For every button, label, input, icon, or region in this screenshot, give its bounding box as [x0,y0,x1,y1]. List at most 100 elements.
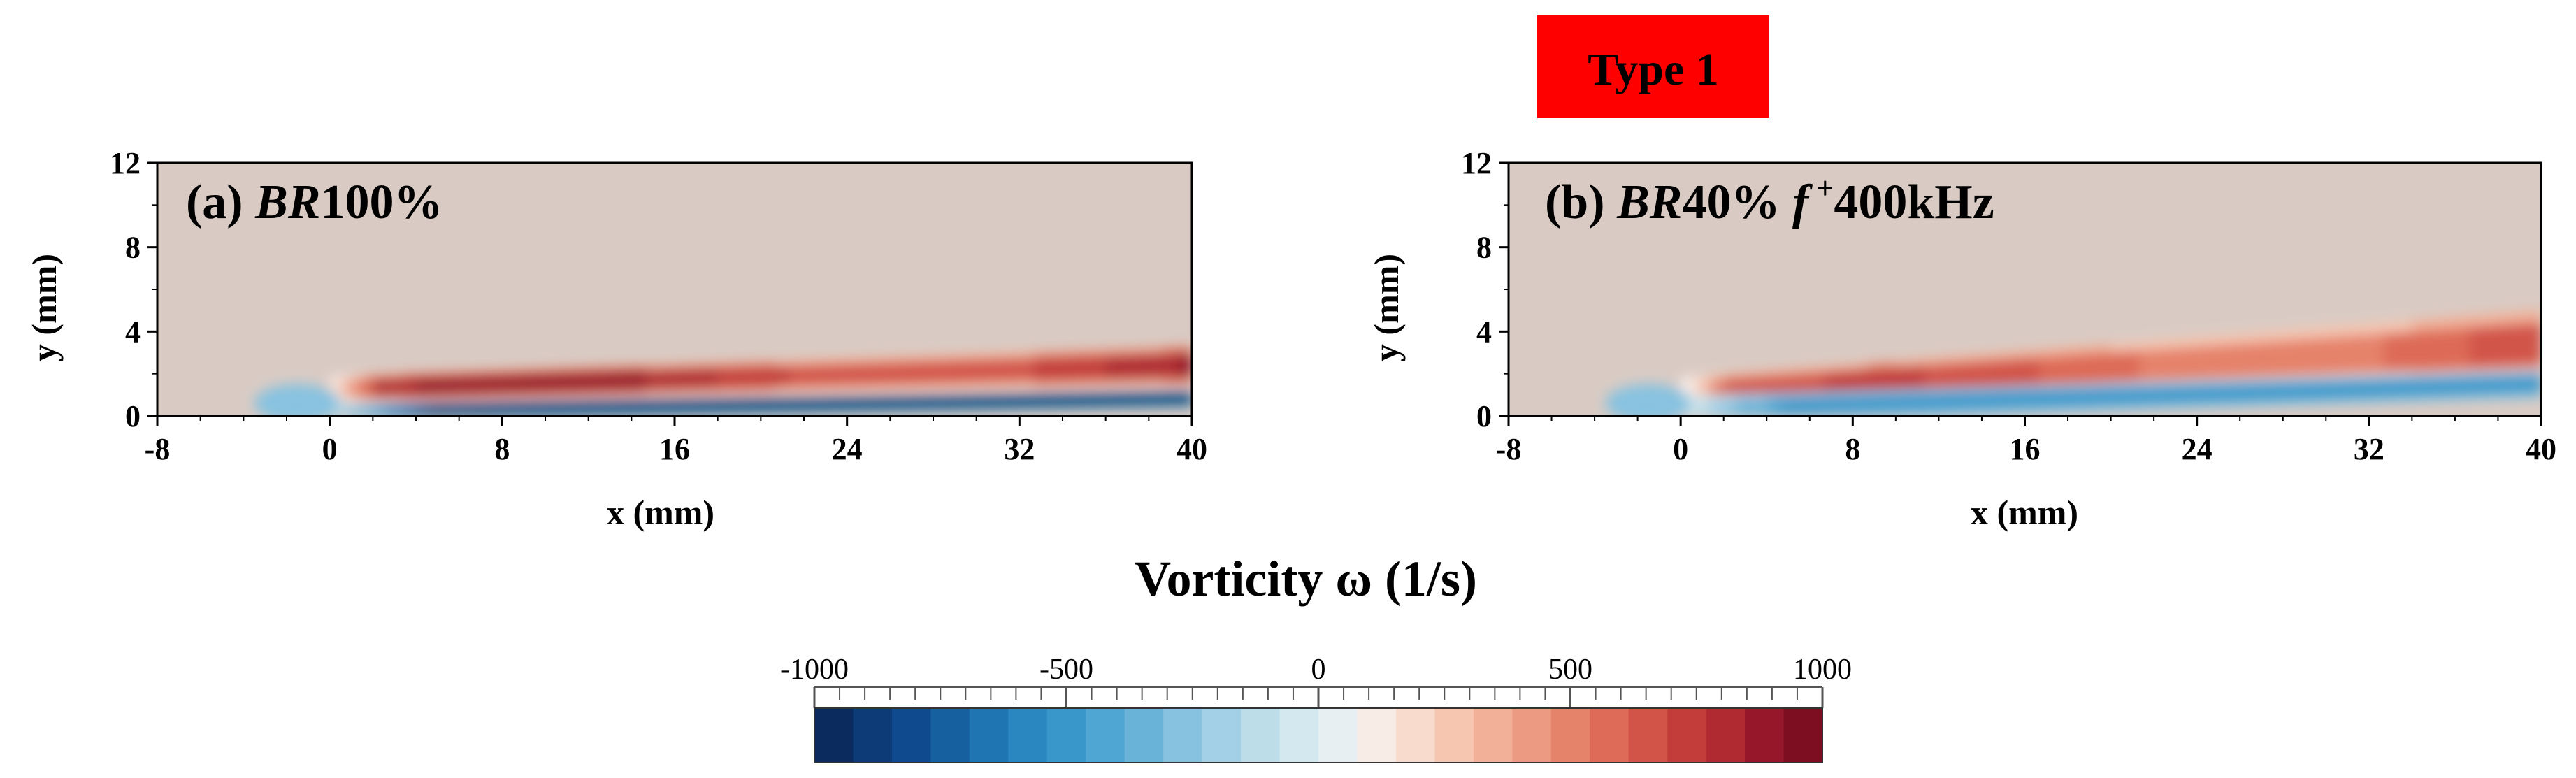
vorticity-cell-positive-core [2412,331,2427,370]
colorbar-tick-label: 500 [1548,654,1592,686]
vorticity-cell-negative-core [2139,388,2155,404]
vorticity-cell-positive-core [1033,358,1049,381]
vorticity-cell-positive-core [1752,377,1768,396]
x-tick-label: 24 [2182,432,2212,466]
colorbar-cell [1318,708,1358,763]
vorticity-cell-negative-core [2110,389,2127,405]
vorticity-cell-positive-core [689,369,705,389]
vorticity-cell-positive-core [1063,356,1078,380]
vorticity-cell-negative-core [1881,396,1897,412]
vorticity-cell-positive-core [531,374,546,392]
vorticity-cell-positive-core [991,359,1006,382]
x-tick-label: -8 [145,432,171,466]
vorticity-cell-positive-core [516,374,532,393]
vorticity-cell-negative-core [1177,394,1192,403]
vorticity-cell-positive-core [2368,333,2384,372]
x-tick-label: 40 [2526,432,2556,466]
vorticity-cell-positive-core [732,368,747,388]
vorticity-cell-negative-core [2268,384,2284,400]
vorticity-cell-negative-core [2053,390,2069,407]
vorticity-cell-positive-core [789,366,805,387]
vorticity-cell-positive-core [387,378,403,396]
vorticity-cell-positive-core [2354,335,2370,373]
vorticity-cell-negative-core [2469,377,2484,394]
colorbar-cell [1512,708,1552,763]
colorbar-cell [1590,708,1629,763]
vorticity-cell-negative-core [789,401,805,410]
vorticity-cell-positive-core [2039,356,2055,385]
vorticity-cell-negative-core [401,406,417,415]
panel-b-label: (b) BR40% f +400kHz [1545,171,1994,229]
vorticity-cell-positive-core [2483,326,2499,368]
vorticity-cell-positive-core [2469,326,2484,368]
colorbar-tick-label: -500 [1039,654,1093,686]
vorticity-cell-negative-core [430,405,446,415]
vorticity-cell-positive-core [904,362,920,384]
colorbar-ticks: -1000 -500 0 500 1000 [780,654,1852,708]
vorticity-cell-positive-core [1967,361,1983,388]
vorticity-cell-positive-core [1895,367,1911,391]
panel-b-label-suffix2: 400kHz [1834,175,1994,229]
colorbar-cell [1706,708,1746,763]
vorticity-cell-positive-core [2225,344,2241,377]
vorticity-cell-positive-core [1019,358,1035,381]
vorticity-cell-negative-core [919,398,934,408]
vorticity-cell-positive-core [1077,356,1093,380]
vorticity-cell-negative-core [689,402,705,411]
vorticity-cell-negative-core [1048,396,1063,405]
vorticity-cell-positive-core [416,377,431,395]
vorticity-cell-negative-core [459,405,475,415]
vorticity-cell-negative-core [387,406,403,415]
type-badge-background [1537,15,1769,118]
panel-a-field [254,346,1192,416]
x-tick-label: 16 [659,432,690,466]
colorbar-cell [1395,708,1435,763]
vorticity-cell-positive-core [401,378,417,395]
vorticity-cell-positive-core [833,364,848,385]
vorticity-cell-positive-core [1910,366,1925,390]
colorbar-cell [1434,708,1474,763]
vorticity-cell-positive-core [1694,381,1711,399]
colorbar-cells [814,708,1823,763]
vorticity-cell-positive-core [2297,339,2312,375]
vorticity-cell-positive-core [430,377,446,394]
vorticity-cell-negative-core [1780,398,1797,415]
x-tick-label: 8 [494,432,510,466]
vorticity-cell-positive-core [2068,354,2083,384]
vorticity-cell-positive-core [473,375,489,394]
vorticity-cell-negative-core [2096,389,2112,405]
vorticity-cell-negative-core [1967,393,1983,409]
vorticity-cell-negative-core [344,407,359,416]
colorbar-cell [969,708,1009,763]
vorticity-cell-positive-core [2096,353,2112,383]
vorticity-cell-positive-core [1838,370,1854,394]
vorticity-cell-positive-core [2010,359,2026,387]
vorticity-cell-negative-core [2498,377,2513,394]
panel-b-label-sup: + [1808,171,1834,206]
y-tick-label: 0 [125,399,141,433]
vorticity-cell-negative-core [1063,396,1078,405]
panel-b-xlabel: x (mm) [1971,493,2078,532]
vorticity-cell-negative-core [1996,392,2011,408]
colorbar-cell [1086,708,1125,763]
vorticity-cell-positive-core [2211,345,2226,378]
vorticity-cell-positive-core [2182,347,2198,380]
colorbar-cell [1046,708,1086,763]
vorticity-cell-positive-core [804,365,819,386]
vorticity-cell-positive-core [775,366,791,387]
panel-b-ylabel: y (mm) [1367,254,1406,361]
vorticity-cell-positive-core [1723,379,1739,398]
vorticity-cell-positive-core [2154,349,2169,380]
vorticity-cell-positive-core [2053,356,2069,384]
vorticity-cell-negative-core [2282,383,2298,400]
vorticity-cell-positive-core [1177,353,1192,377]
vorticity-cell-negative-core [1895,395,1911,411]
vorticity-cell-positive-core [1005,359,1021,382]
vorticity-cell-positive-core [502,375,517,393]
vorticity-cell-positive-core [545,373,561,392]
colorbar-cell [1550,708,1590,763]
vorticity-cell-positive-core [875,363,891,384]
vorticity-cell-negative-core [617,403,633,412]
vorticity-cell-positive-core [329,380,345,397]
y-tick-label: 12 [110,146,141,180]
